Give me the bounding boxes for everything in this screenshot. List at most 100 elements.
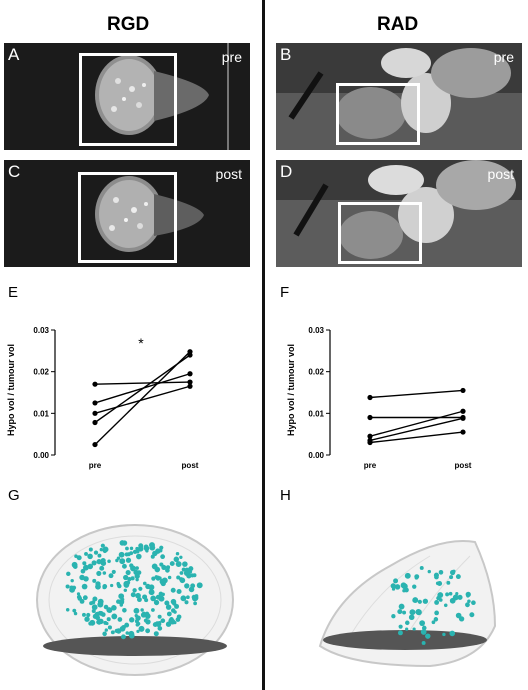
tumour-dot xyxy=(170,587,176,593)
e-series-line xyxy=(94,381,191,385)
tumour-dots-g xyxy=(65,540,203,640)
render-letter-h: H xyxy=(280,487,291,504)
tumour-dot xyxy=(92,596,98,602)
tumour-dot xyxy=(412,584,417,589)
tumour-dot xyxy=(104,628,108,632)
e-data-point xyxy=(92,410,98,416)
tumour-dot xyxy=(96,558,102,565)
tumour-dot xyxy=(391,614,396,619)
tumour-dot xyxy=(153,599,160,606)
tumour-dot xyxy=(182,561,188,567)
f-data-point xyxy=(367,433,373,439)
e-y-tick-label: 0.01 xyxy=(33,409,49,418)
tumour-dot xyxy=(408,614,415,621)
tumour-dot xyxy=(74,554,78,559)
tumour-dot xyxy=(91,560,97,566)
f-data-point xyxy=(460,415,466,421)
tumour-dot xyxy=(111,613,118,620)
tumour-dot xyxy=(135,592,141,599)
f-data-point xyxy=(460,387,466,394)
tumour-dot xyxy=(179,571,184,575)
tumour-dot xyxy=(398,624,403,629)
tumour-dot xyxy=(417,599,422,604)
tumour-dot xyxy=(141,611,146,616)
tumour-dot xyxy=(165,565,171,570)
tumour-dot xyxy=(471,600,476,606)
tumour-dot xyxy=(144,598,149,603)
tumour-dot xyxy=(164,600,170,606)
panel-letter-d: D xyxy=(280,162,293,181)
tumour-dot xyxy=(110,630,115,635)
tumour-dot xyxy=(138,543,144,549)
tumour-dot xyxy=(155,594,161,600)
tumour-dot xyxy=(173,621,177,625)
tumour-dot xyxy=(186,595,190,600)
chart-e-xaxis: pre post xyxy=(89,461,199,470)
tumour-dot xyxy=(442,632,446,637)
tumour-dot xyxy=(117,617,123,622)
tumour-dots-h xyxy=(390,565,476,645)
tumour-dot xyxy=(66,571,71,577)
tumour-dot xyxy=(119,603,124,607)
tumour-dot xyxy=(158,576,162,580)
tumour-dot xyxy=(106,617,111,622)
tumour-dot xyxy=(412,597,419,604)
tumour-dot xyxy=(179,555,183,559)
tumour-dot xyxy=(409,609,416,616)
tumour-dot xyxy=(82,564,89,571)
f-y-tick-label: 0.00 xyxy=(308,451,324,460)
tumour-dot xyxy=(404,572,411,579)
tumour-dot xyxy=(449,575,454,580)
tumour-dot xyxy=(135,549,140,554)
tumour-dot xyxy=(124,622,130,628)
e-x-tick-label: pre xyxy=(89,461,102,470)
tumour-dot xyxy=(134,619,139,624)
tumour-dot xyxy=(122,607,127,613)
e-data-point xyxy=(92,381,98,387)
tumour-dot xyxy=(173,556,180,563)
tumour-dot xyxy=(132,588,137,593)
tumour-dot xyxy=(81,583,88,590)
tumour-dot xyxy=(179,577,186,584)
e-data-point xyxy=(92,400,98,406)
chart-e-lines xyxy=(92,349,193,448)
tumour-dot xyxy=(129,617,135,623)
f-x-tick-label: post xyxy=(455,461,472,470)
tumour-dot xyxy=(102,548,108,554)
e-data-point xyxy=(92,419,98,426)
tumour-dot xyxy=(135,577,139,582)
tumour-dot xyxy=(135,546,139,551)
chart-e-annotation: * xyxy=(138,335,144,351)
mri-panel-a: A pre xyxy=(4,43,250,150)
column-title-rgd: RGD xyxy=(107,14,150,35)
tumour-dot xyxy=(397,609,403,615)
tumour-dot xyxy=(157,614,162,619)
f-series-line xyxy=(369,389,464,399)
tumour-dot xyxy=(125,631,130,635)
tumour-dot xyxy=(84,551,88,556)
e-data-point xyxy=(187,349,193,355)
tumour-dot xyxy=(89,601,94,606)
tumour-dot xyxy=(193,601,197,606)
tumour-dot xyxy=(175,561,182,568)
plot-letter-e: E xyxy=(8,284,19,301)
tumour-dot xyxy=(72,608,77,613)
tumour-dot xyxy=(152,550,158,557)
chart-f-xaxis: pre post xyxy=(364,461,472,470)
chart-f-yaxis: 0.00 0.01 0.02 0.03 xyxy=(308,326,331,460)
f-x-tick-label: pre xyxy=(364,461,377,470)
tumour-dot xyxy=(420,629,427,635)
tumour-render-h xyxy=(318,540,497,668)
tumour-dot xyxy=(136,629,140,634)
tumour-dot xyxy=(121,634,126,640)
tumour-dot xyxy=(467,599,471,604)
tumour-dot xyxy=(125,546,129,551)
tumour-dot xyxy=(129,546,134,551)
tumour-dot xyxy=(150,595,157,602)
chart-e-yaxis: 0.00 0.01 0.02 0.03 xyxy=(33,326,56,460)
tumour-dot xyxy=(452,594,459,601)
tumour-dot xyxy=(144,611,150,617)
panel-letter-c: C xyxy=(8,162,21,181)
chart-f-ylabel: Hypo vol / tumour vol xyxy=(286,344,296,436)
f-y-tick-label: 0.03 xyxy=(308,326,324,335)
